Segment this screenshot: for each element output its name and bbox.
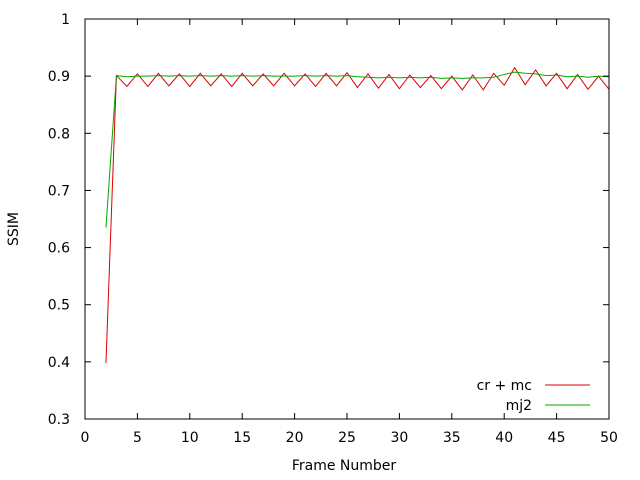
legend: cr + mc mj2 (477, 378, 590, 414)
x-tick-label: 45 (548, 430, 566, 446)
x-axis-title: Frame Number (292, 458, 397, 474)
x-tick-label: 40 (495, 430, 513, 446)
x-tick-label: 0 (81, 430, 90, 446)
x-tick-label: 25 (338, 430, 356, 446)
y-tick-label: 1 (61, 12, 70, 28)
x-tick-label: 50 (600, 430, 618, 446)
y-tick-label: 0.5 (48, 298, 70, 314)
x-tick-label: 15 (233, 430, 251, 446)
x-tick-label: 10 (181, 430, 199, 446)
series-line-cr-mc (105, 66, 610, 364)
y-tick-label: 0.6 (48, 241, 70, 257)
legend-label-mj2: mj2 (506, 398, 532, 414)
plot-frame (84, 18, 610, 420)
y-tick-label: 0.9 (48, 69, 70, 85)
x-tick-label: 30 (390, 430, 408, 446)
series-line-mj2 (105, 71, 610, 228)
legend-label-cr-mc: cr + mc (477, 378, 532, 394)
y-tick-label: 0.4 (48, 355, 70, 371)
x-tick-label: 20 (286, 430, 304, 446)
y-tick-label: 0.3 (48, 412, 70, 428)
y-tick-label: 0.7 (48, 183, 70, 199)
plot-lines (105, 66, 610, 364)
y-axis-title: SSIM (6, 212, 22, 246)
axis-tick-labels: 0 5 10 15 20 25 30 35 40 45 50 0.3 0.4 0.5 0.6 0.7 0.8 0.… (48, 12, 618, 446)
x-tick-label: 5 (133, 430, 142, 446)
x-tick-label: 35 (443, 430, 461, 446)
y-tick-label: 0.8 (48, 126, 70, 142)
